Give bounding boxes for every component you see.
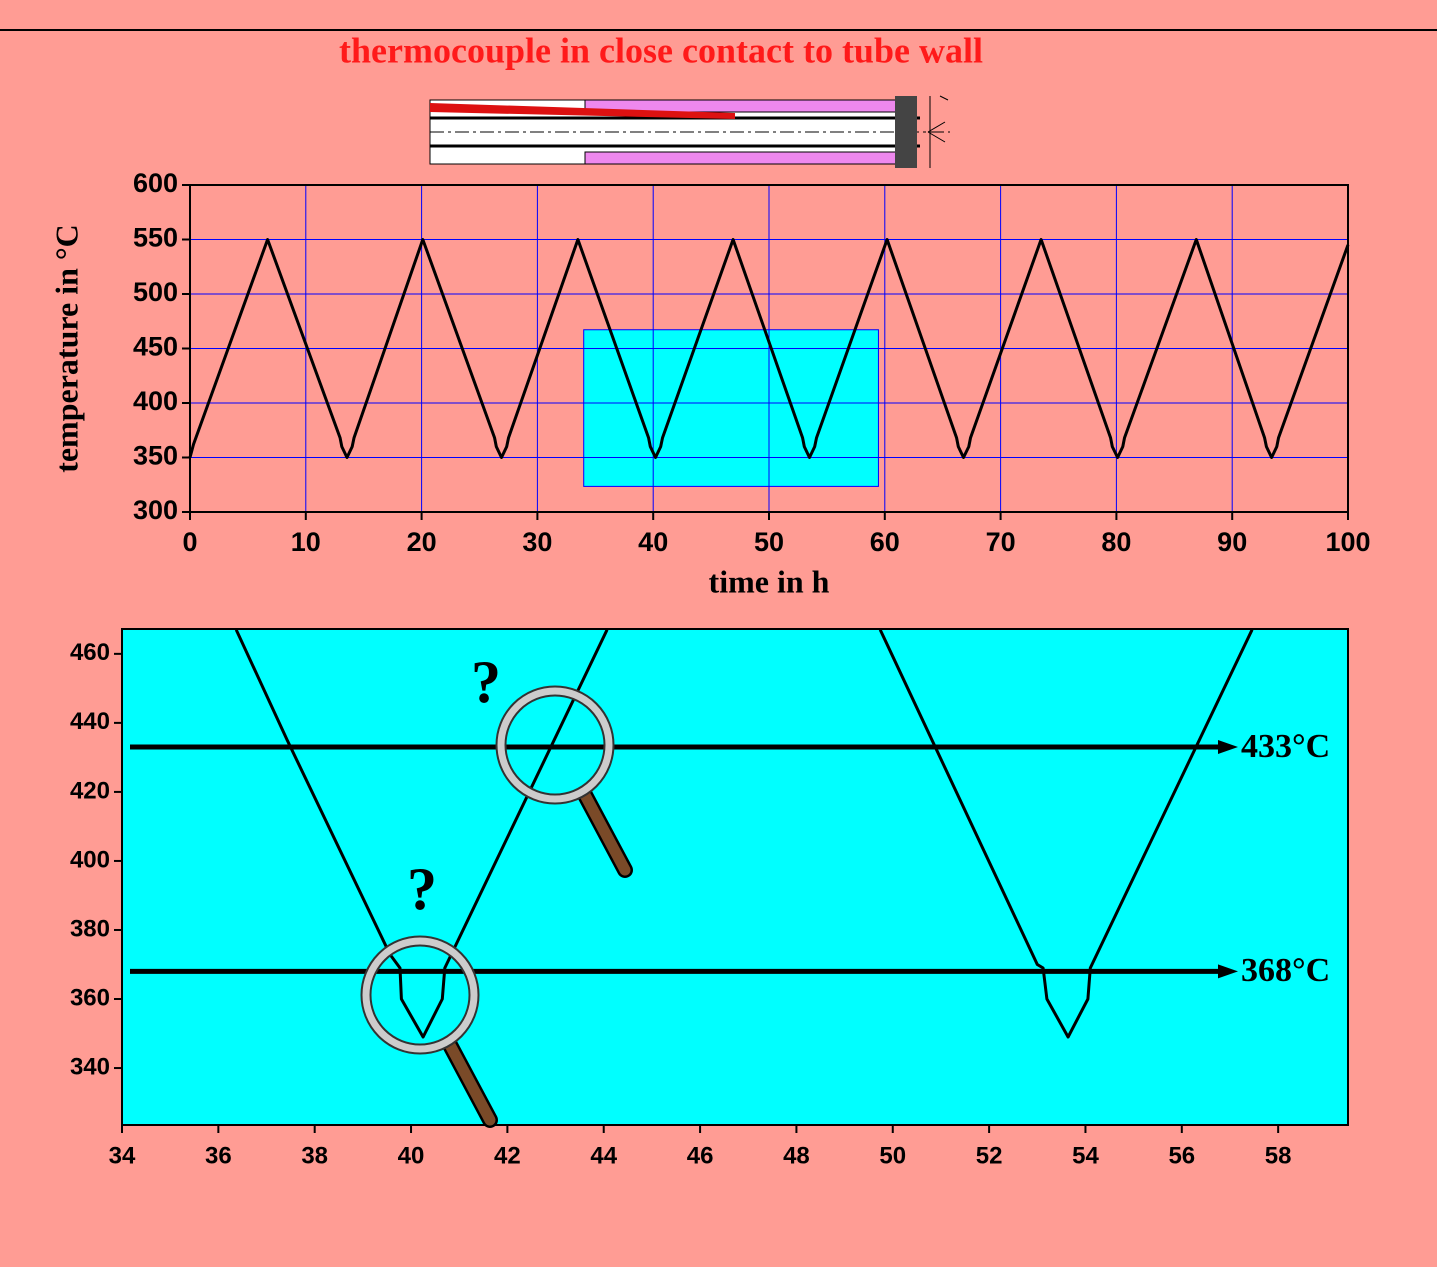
x-tick-label: 70 [986, 527, 1016, 557]
x-tick-label: 48 [783, 1142, 810, 1169]
x-tick-label: 44 [590, 1142, 617, 1169]
x-tick-label: 58 [1265, 1142, 1292, 1169]
x-tick-label: 90 [1217, 527, 1247, 557]
y-tick-label: 450 [133, 332, 178, 362]
x-tick-label: 52 [976, 1142, 1003, 1169]
y-tick-label: 550 [133, 223, 178, 253]
x-axis-label: time in h [709, 563, 830, 599]
reference-label: 433°C [1241, 728, 1330, 765]
y-axis-label: temperature in °C [48, 224, 84, 473]
x-tick-label: 38 [301, 1142, 328, 1169]
x-tick-label: 36 [205, 1142, 232, 1169]
x-tick-label: 34 [109, 1142, 136, 1169]
x-tick-label: 80 [1101, 527, 1131, 557]
zoom-window [584, 330, 879, 487]
x-tick-label: 20 [407, 527, 437, 557]
y-tick-label: 400 [70, 846, 110, 873]
x-tick-label: 56 [1168, 1142, 1195, 1169]
y-tick-label: 340 [70, 1053, 110, 1080]
y-tick-label: 440 [70, 708, 110, 735]
y-tick-label: 500 [133, 277, 178, 307]
plot-background [122, 629, 1348, 1125]
y-tick-label: 600 [133, 168, 178, 198]
x-tick-label: 46 [687, 1142, 714, 1169]
x-tick-label: 0 [182, 527, 197, 557]
heater-bottom [585, 152, 905, 164]
reference-label: 368°C [1241, 952, 1330, 989]
x-tick-label: 40 [398, 1142, 425, 1169]
x-tick-label: 10 [291, 527, 321, 557]
y-tick-label: 460 [70, 639, 110, 666]
y-tick-label: 420 [70, 777, 110, 804]
x-tick-label: 60 [870, 527, 900, 557]
y-tick-label: 360 [70, 984, 110, 1011]
chart-title: thermocouple in close contact to tube wa… [339, 30, 983, 70]
question-mark: ? [471, 649, 501, 715]
page: 300 350 400 450 500 550 600 0 10 20 30 40 50 60 70 80 90… [0, 0, 1437, 1267]
y-tick-label: 300 [133, 495, 178, 525]
x-tick-label: 100 [1325, 527, 1370, 557]
x-tick-label: 40 [638, 527, 668, 557]
x-tick-label: 42 [494, 1142, 521, 1169]
x-tick-label: 30 [522, 527, 552, 557]
x-tick-label: 54 [1072, 1142, 1099, 1169]
y-tick-label: 380 [70, 915, 110, 942]
x-tick-label: 50 [754, 527, 784, 557]
x-tick-label: 50 [879, 1142, 906, 1169]
tube-diagram [430, 96, 950, 168]
y-tick-label: 350 [133, 441, 178, 471]
flange [895, 96, 917, 168]
y-tick-label: 400 [133, 386, 178, 416]
question-mark: ? [407, 856, 437, 922]
